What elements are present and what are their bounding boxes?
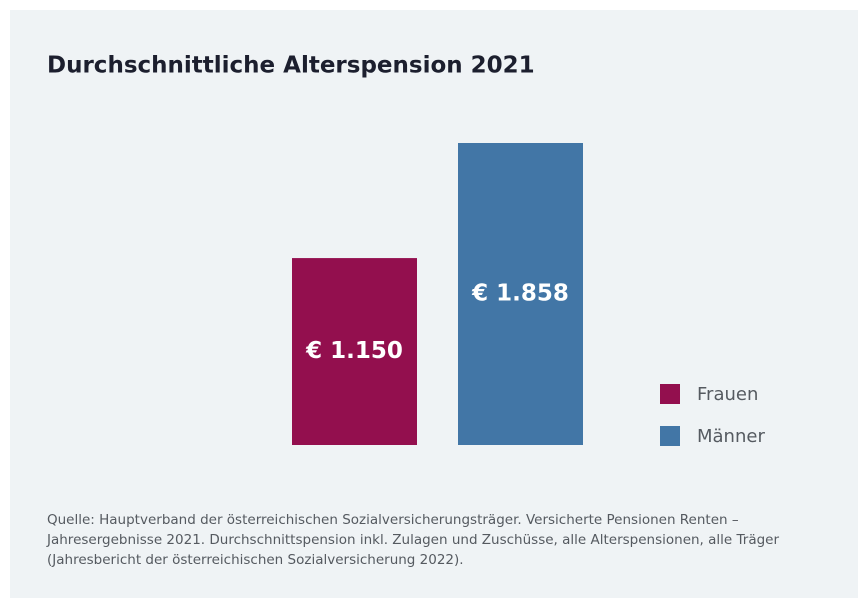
- legend-label: Frauen: [697, 384, 758, 405]
- bar: [458, 143, 583, 445]
- legend-swatch: [660, 426, 680, 446]
- legend-swatch: [660, 384, 680, 404]
- chart-title: Durchschnittliche Alterspension 2021: [47, 53, 535, 79]
- bar: [292, 258, 417, 445]
- value-label: € 1.150: [305, 338, 403, 364]
- panel: [10, 10, 858, 598]
- source-note: Quelle: Hauptverband der österreichische…: [47, 512, 780, 568]
- value-label: € 1.858: [471, 281, 569, 307]
- legend-label: Männer: [697, 426, 765, 447]
